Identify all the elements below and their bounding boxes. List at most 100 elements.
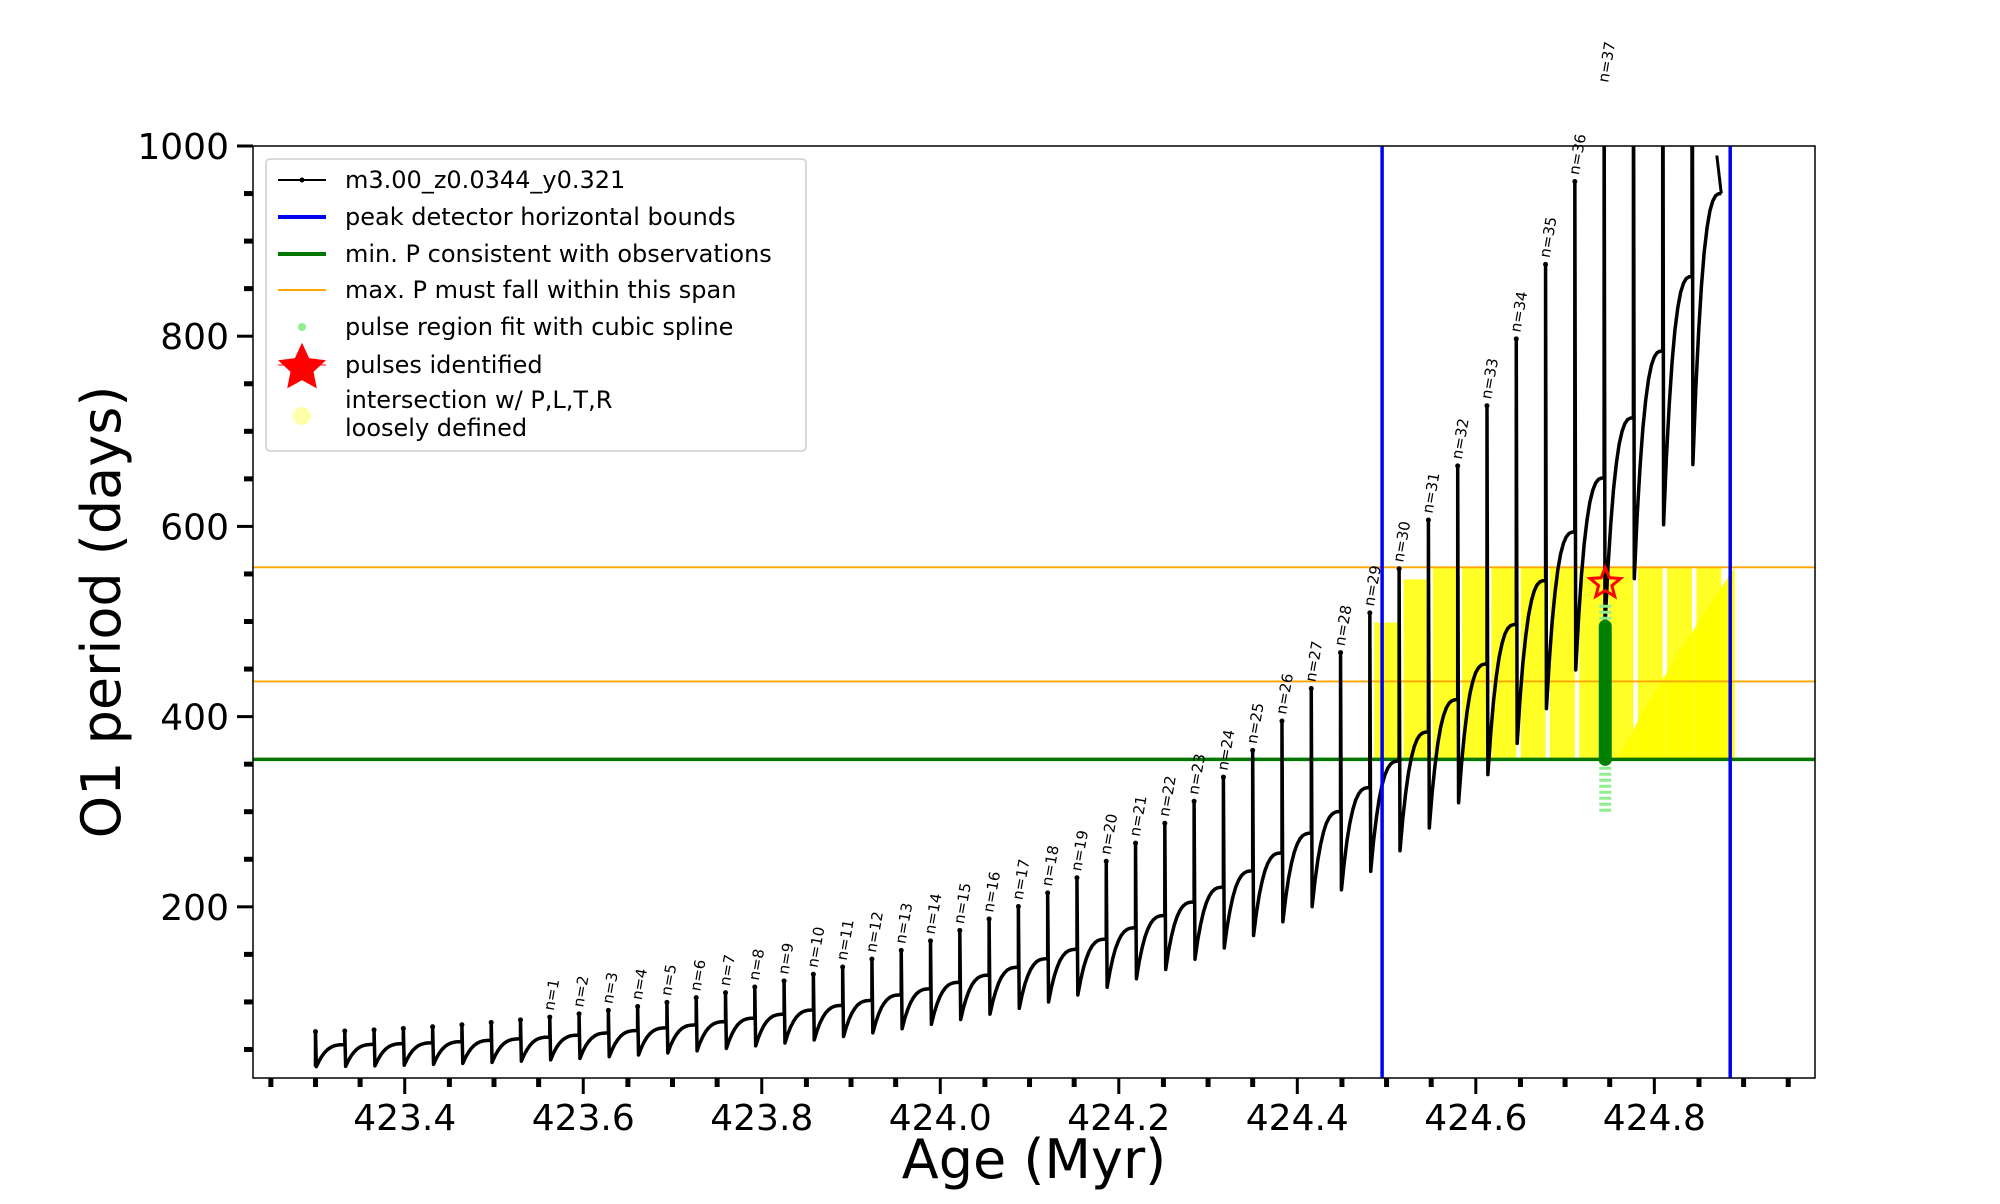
track-peak-dot: [752, 984, 758, 990]
track-peak-dot: [810, 971, 816, 977]
track-peak-dot: [1513, 336, 1519, 342]
legend-entry-pulses: pulses identified: [278, 342, 543, 389]
y-tick-label: 800: [160, 317, 229, 358]
legend-label-min-period: min. P consistent with observations: [345, 240, 772, 268]
track-peak-dot: [312, 1029, 318, 1035]
legend-label-intersection-line2: loosely defined: [345, 414, 527, 442]
track-peak-dot: [1015, 904, 1021, 910]
track-peak-dot: [664, 999, 670, 1005]
legend-entry-min-period: min. P consistent with observations: [278, 240, 772, 268]
pulse-identified-star: [1586, 563, 1625, 600]
pulse-label: n=1: [540, 977, 563, 1011]
track-peak-dot: [400, 1025, 406, 1031]
intersection-dense-band: [1618, 567, 1735, 760]
track-peak-dot: [576, 1011, 582, 1017]
legend-entry-track: m3.00_z0.0344_y0.321: [278, 166, 625, 194]
peak-detector-bounds: [1380, 146, 1732, 1078]
track-peak-dot: [1396, 566, 1402, 572]
track-peak-dot: [1367, 610, 1373, 616]
axis-ticks: [237, 144, 1791, 1094]
track-peak-dot: [986, 916, 992, 922]
pulse-label: n=6: [686, 958, 709, 992]
x-tick-label: 423.8: [710, 1098, 813, 1139]
track-peak-dot: [1191, 798, 1197, 804]
track-peak-dot: [840, 964, 846, 970]
legend-label-intersection-line1: intersection w/ P,L,T,R: [345, 386, 612, 414]
track-peak-dot: [1308, 686, 1314, 692]
legend-box: [265, 158, 807, 452]
track-peak-dot: [1572, 179, 1578, 185]
track-peak-dot: [517, 1017, 523, 1023]
legend-entry-spline: pulse region fit with cubic spline: [298, 313, 733, 341]
track-peak-dot: [1455, 463, 1461, 469]
track-peak-dot: [781, 978, 787, 984]
pulse-label: n=4: [628, 967, 651, 1001]
plot-frame: [252, 145, 1816, 1079]
y-tick-label: 200: [160, 888, 229, 929]
track-peak-dot: [1543, 261, 1549, 267]
legend-entry-peak-bounds: peak detector horizontal bounds: [278, 203, 736, 231]
track-peak-dot: [1103, 858, 1109, 864]
legend: m3.00_z0.0344_y0.321 peak detector horiz…: [265, 158, 807, 452]
pulse-label: n=3: [599, 971, 622, 1005]
y-tick-label: 400: [160, 698, 229, 739]
pulse-label: n=5: [657, 963, 680, 997]
intersection-block: [1491, 567, 1517, 760]
legend-entry-intersection: intersection w/ P,L,T,R loosely defined: [293, 386, 612, 442]
x-tick-label: 424.4: [1246, 1098, 1349, 1139]
intersection-region: [1374, 567, 1735, 760]
intersection-block: [1403, 579, 1429, 760]
pulse-label: n=8: [745, 947, 768, 981]
intersection-block: [1608, 567, 1634, 760]
evolution-track: [312, 146, 1723, 1069]
intersection-block: [1374, 622, 1400, 760]
track-peak-dot: [957, 927, 963, 933]
legend-label-track: m3.00_z0.0344_y0.321: [345, 166, 625, 194]
pulse-label: n=7: [716, 953, 739, 987]
track-peak-dot: [488, 1019, 494, 1025]
track-peak-dot: [1220, 774, 1226, 780]
x-tick-label: 424.8: [1603, 1098, 1706, 1139]
axis-tick-labels: 200 400 600 800 1000 423.4 423.6 423.8 424.0 424.…: [137, 127, 1705, 1139]
track-peak-dot: [928, 938, 934, 944]
track-line: [313, 146, 1722, 1069]
track-peak-dot: [1250, 747, 1256, 753]
track-peak-dot: [342, 1028, 348, 1034]
track-peak-dot: [1162, 820, 1168, 826]
y-axis-label: O1 period (days): [70, 386, 133, 839]
track-peak-dot: [1484, 403, 1490, 409]
legend-entry-max-period: max. P must fall within this span: [278, 276, 736, 304]
track-peak-dot: [459, 1022, 465, 1028]
x-axis-label: Age (Myr): [902, 1128, 1167, 1191]
track-peak-dot: [723, 990, 729, 996]
x-tick-label: 424.2: [1067, 1098, 1170, 1139]
track-peak-dot: [371, 1027, 377, 1033]
horizontal-reference-lines: [253, 566, 1815, 762]
track-peak-dot: [1425, 517, 1431, 523]
track-peak-dot: [898, 947, 904, 953]
track-peak-dot: [1338, 650, 1344, 656]
x-tick-label: 423.4: [353, 1098, 456, 1139]
track-peak-dot: [1074, 875, 1080, 881]
track-peak-dot: [1133, 840, 1139, 846]
track-peak-dot: [693, 995, 699, 1001]
pulse-label: n=2: [569, 974, 592, 1008]
legend-label-peak-bounds: peak detector horizontal bounds: [345, 203, 736, 231]
track-peak-dot: [1045, 890, 1051, 896]
track-final-rise: [1715, 155, 1723, 194]
intersection-block: [1432, 567, 1458, 760]
x-tick-label: 424.6: [1424, 1098, 1527, 1139]
red-star-icon: [278, 342, 326, 389]
y-tick-label: 1000: [137, 127, 229, 168]
legend-label-pulses: pulses identified: [345, 351, 543, 379]
pulse-label: n=9: [774, 941, 797, 975]
track-peak-dot: [605, 1007, 611, 1013]
y-tick-label: 600: [160, 507, 229, 548]
track-peak-dot: [547, 1014, 553, 1020]
pulses-identified-markers: [1586, 563, 1625, 600]
legend-label-spline: pulse region fit with cubic spline: [345, 313, 733, 341]
track-peak-dot: [1279, 718, 1285, 724]
legend-label-max-period: max. P must fall within this span: [345, 276, 736, 304]
